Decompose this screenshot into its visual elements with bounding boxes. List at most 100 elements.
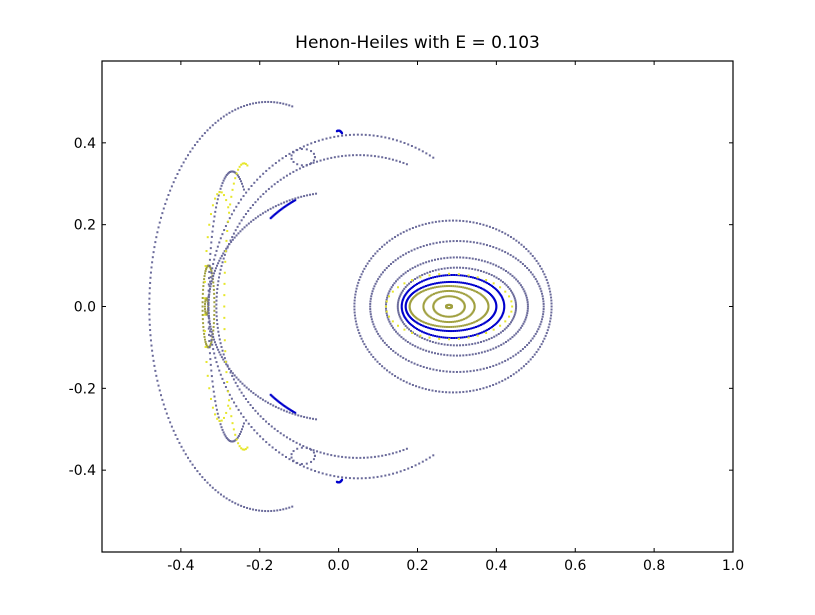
data-point	[364, 477, 367, 480]
data-point	[452, 320, 455, 323]
data-point	[300, 148, 303, 151]
data-point	[452, 370, 455, 373]
data-point	[411, 227, 414, 229]
data-point	[402, 379, 405, 382]
data-point	[398, 276, 401, 279]
data-point	[201, 301, 204, 304]
data-point	[456, 329, 459, 332]
x-tick-label: 0.6	[564, 558, 586, 574]
data-point	[375, 330, 378, 333]
data-point	[434, 318, 437, 321]
chart-title: Henon-Heiles with E = 0.103	[295, 33, 540, 53]
data-point	[399, 140, 402, 143]
data-point	[374, 282, 377, 285]
data-point	[430, 334, 433, 337]
data-point	[463, 336, 466, 339]
data-point	[507, 339, 510, 342]
data-point	[423, 300, 426, 303]
data-point	[487, 303, 490, 306]
data-point	[267, 100, 270, 103]
data-point	[226, 172, 229, 175]
data-point	[360, 337, 363, 340]
data-point	[491, 315, 494, 318]
data-point	[209, 342, 212, 345]
data-point	[410, 279, 413, 282]
data-point	[465, 335, 468, 338]
data-point	[212, 348, 215, 351]
data-point	[423, 285, 426, 288]
data-point	[464, 286, 467, 289]
data-point	[417, 322, 420, 325]
data-point	[444, 274, 447, 277]
data-point	[201, 309, 204, 312]
data-point	[313, 454, 316, 457]
data-point	[463, 318, 466, 321]
data-point	[415, 225, 418, 228]
data-point	[203, 330, 206, 333]
data-point	[270, 185, 273, 188]
data-point	[295, 169, 298, 172]
data-point	[264, 510, 267, 513]
data-point	[505, 284, 508, 287]
data-point	[149, 271, 152, 274]
data-point	[277, 203, 280, 206]
data-point	[448, 274, 451, 277]
data-point	[209, 330, 212, 333]
data-point	[157, 384, 160, 387]
data-point	[488, 385, 491, 388]
data-point	[408, 303, 411, 306]
data-point	[401, 289, 404, 292]
data-point	[449, 266, 452, 269]
data-point	[423, 272, 426, 275]
data-point	[415, 385, 418, 388]
data-point	[209, 397, 212, 400]
data-point	[241, 162, 244, 165]
data-point	[485, 320, 488, 323]
data-point	[471, 343, 474, 346]
data-point	[502, 301, 505, 304]
data-point	[388, 157, 391, 160]
data-point	[452, 325, 455, 328]
data-point	[184, 157, 187, 160]
data-point	[250, 184, 253, 187]
data-point	[459, 256, 462, 259]
data-point	[495, 363, 498, 366]
data-point	[402, 313, 405, 316]
data-point	[390, 286, 393, 289]
data-point	[396, 234, 399, 237]
y-tick-label: 0.2	[74, 218, 96, 234]
data-point	[313, 156, 316, 159]
data-point	[516, 330, 519, 333]
data-point	[211, 343, 214, 346]
data-point	[514, 311, 517, 314]
data-point	[490, 326, 493, 329]
data-point	[242, 185, 244, 188]
data-point	[432, 318, 435, 321]
data-point	[485, 331, 488, 334]
data-point	[408, 306, 411, 309]
data-point	[364, 265, 367, 268]
data-point	[472, 389, 475, 392]
data-point	[242, 425, 244, 428]
data-point	[395, 471, 398, 474]
data-point	[455, 274, 458, 277]
data-point	[208, 333, 211, 336]
data-point	[241, 382, 244, 385]
data-point	[211, 333, 214, 336]
data-point	[467, 336, 470, 339]
data-point	[229, 371, 232, 374]
data-point	[438, 297, 441, 300]
data-point	[507, 271, 510, 274]
data-point	[418, 323, 421, 326]
data-point	[540, 290, 543, 293]
data-point	[422, 307, 425, 310]
data-point	[224, 350, 227, 353]
data-point	[443, 353, 446, 356]
data-point	[238, 178, 241, 180]
data-point	[312, 417, 315, 420]
data-point	[509, 289, 512, 292]
data-point	[421, 324, 424, 327]
data-point	[267, 423, 270, 426]
data-point	[482, 288, 485, 291]
data-point	[493, 335, 496, 338]
